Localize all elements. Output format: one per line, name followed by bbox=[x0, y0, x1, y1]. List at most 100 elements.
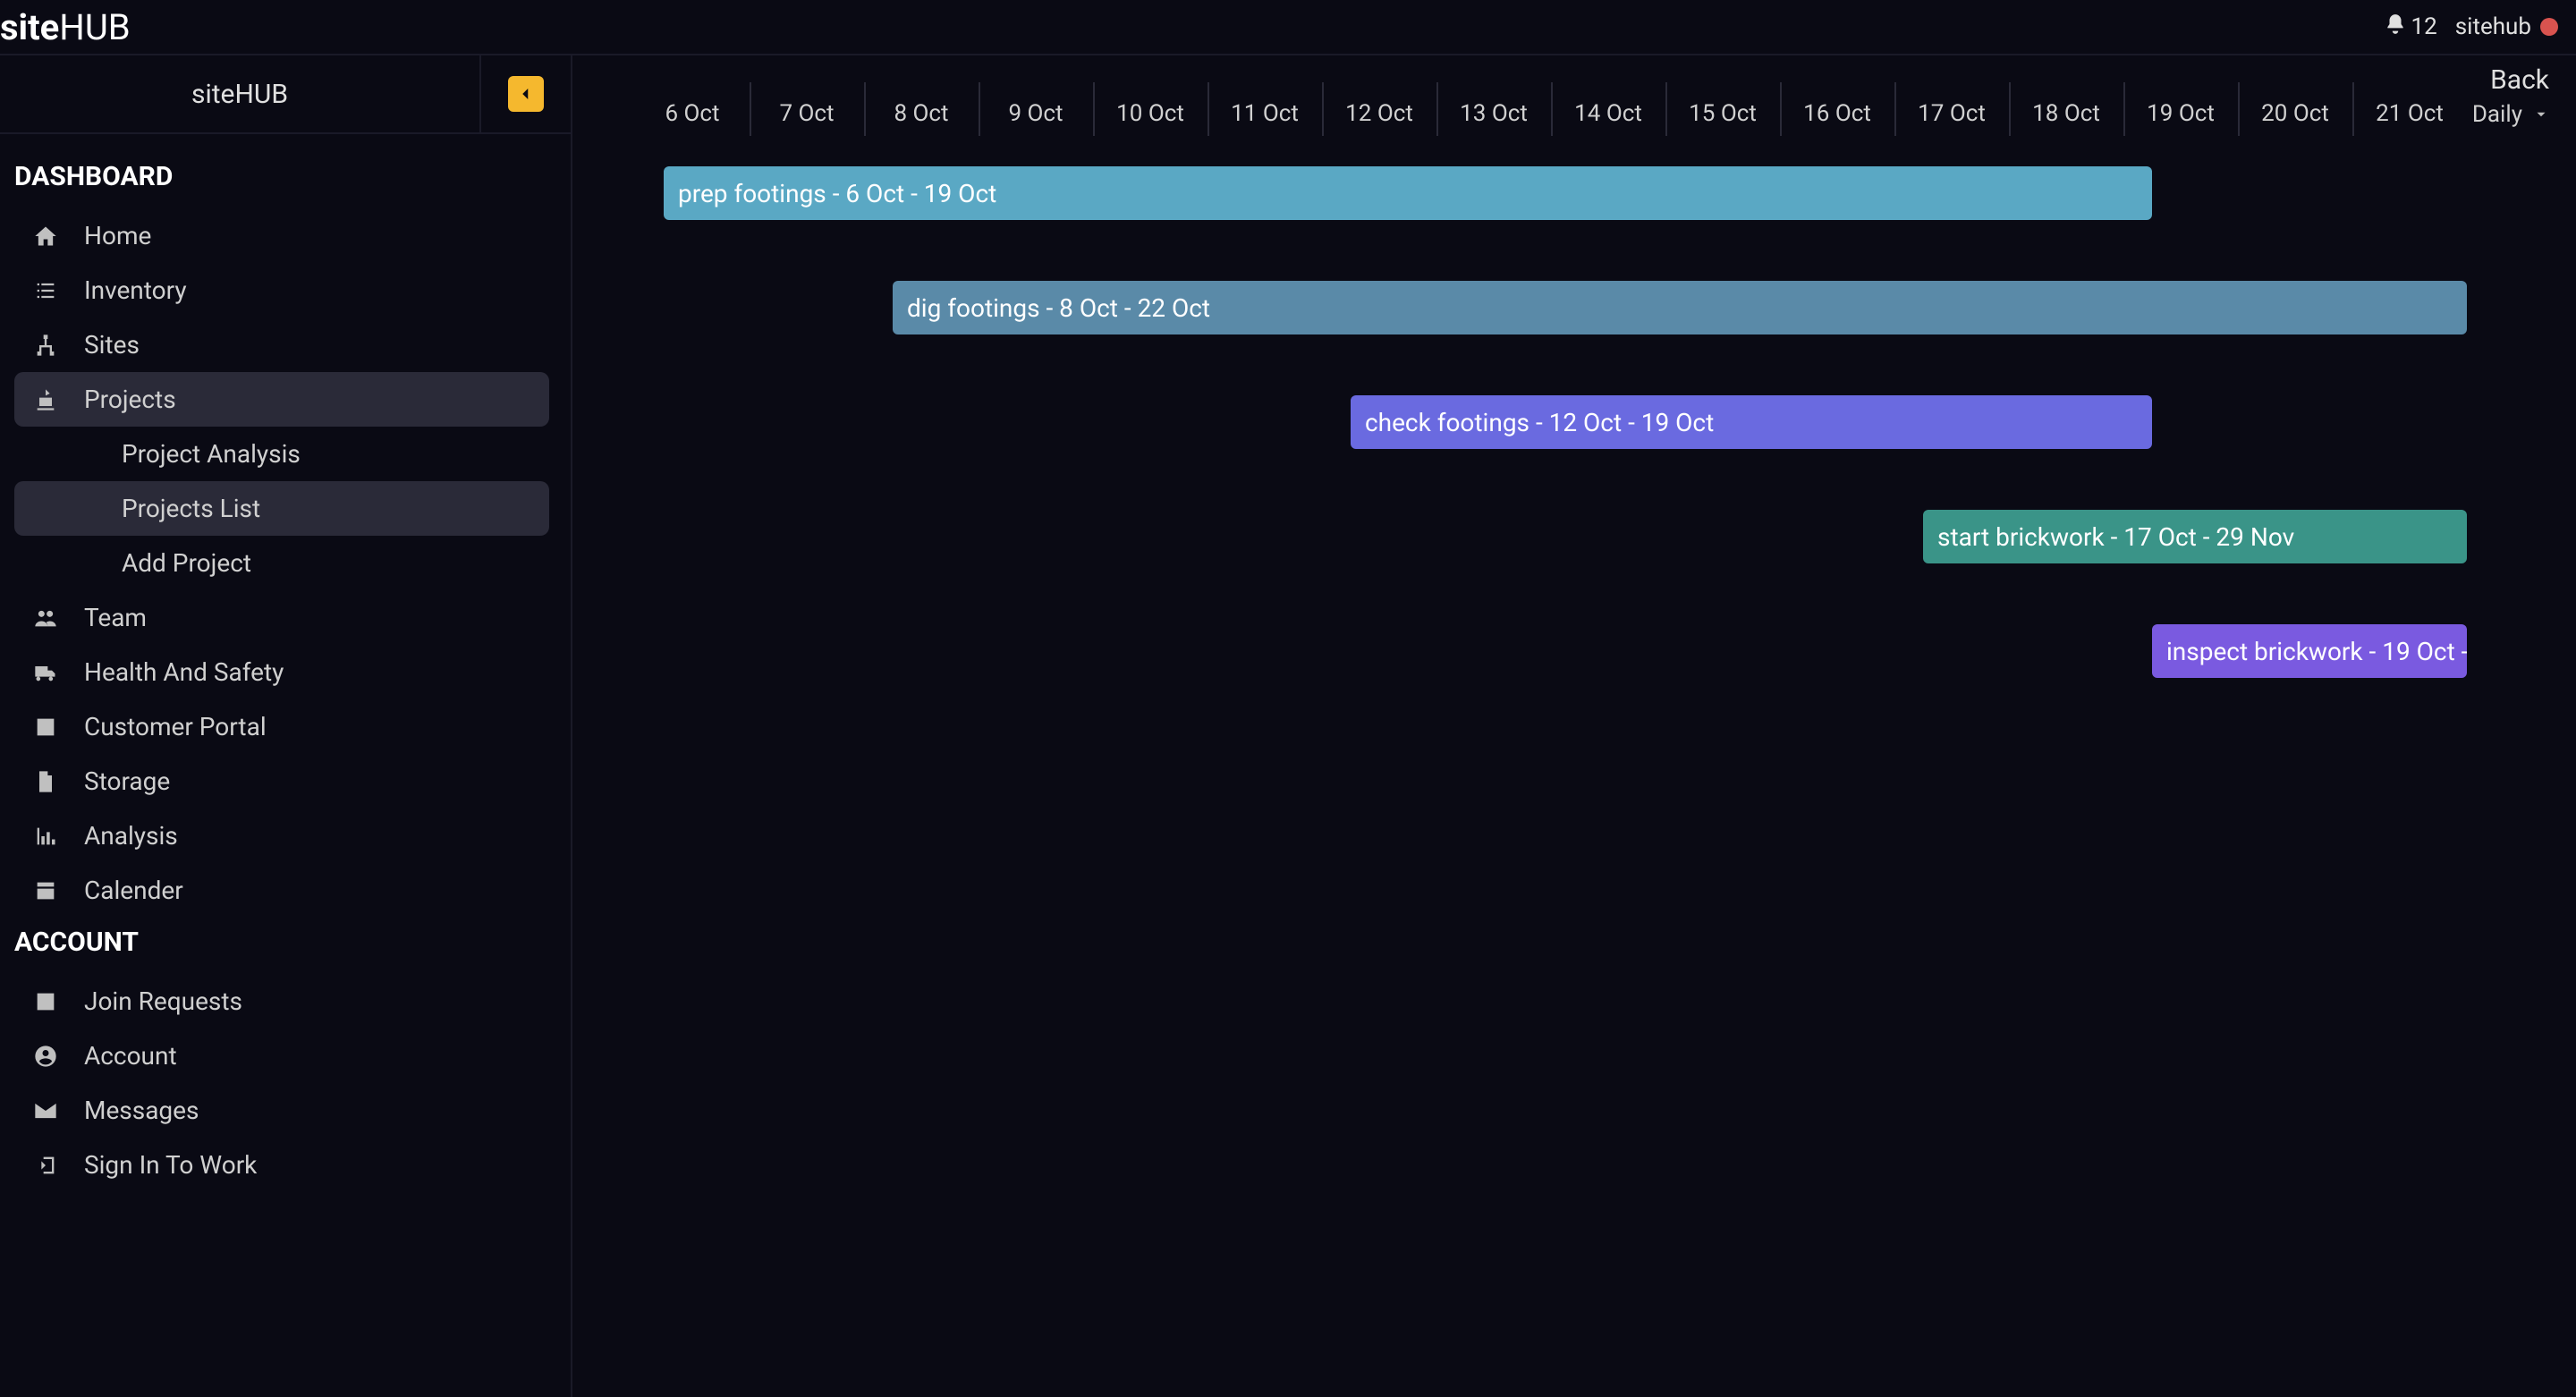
section-dashboard: DASHBOARD bbox=[14, 161, 549, 192]
signin-icon bbox=[32, 1153, 59, 1178]
gantt-gridline bbox=[2009, 82, 2011, 136]
users-icon bbox=[32, 605, 59, 631]
back-link[interactable]: Back bbox=[2490, 64, 2549, 96]
nav-join-requests[interactable]: Join Requests bbox=[14, 974, 549, 1029]
gantt-gridline bbox=[1208, 82, 1209, 136]
nav-sign-in-work[interactable]: Sign In To Work bbox=[14, 1138, 549, 1192]
nav-projects-label: Projects bbox=[84, 385, 176, 414]
username: sitehub bbox=[2455, 13, 2531, 40]
nav-project-analysis[interactable]: Project Analysis bbox=[14, 427, 549, 481]
gantt-gridline bbox=[864, 82, 866, 136]
gantt-date-label: 18 Oct bbox=[2032, 100, 2100, 127]
nav-account-label: Account bbox=[84, 1041, 177, 1071]
nav-projects[interactable]: Projects bbox=[14, 372, 549, 427]
gantt-gridline bbox=[1322, 82, 1324, 136]
app-logo: siteHUB bbox=[0, 6, 131, 48]
nav-analysis-label: Analysis bbox=[84, 821, 178, 851]
nav-storage[interactable]: Storage bbox=[14, 754, 549, 809]
nav-account[interactable]: Account bbox=[14, 1029, 549, 1083]
content-area: Back Daily 6 Oct7 Oct8 Oct9 Oct10 Oct11 … bbox=[572, 55, 2576, 1397]
nav-sign-in-work-label: Sign In To Work bbox=[84, 1150, 257, 1180]
nav-add-project[interactable]: Add Project bbox=[14, 536, 549, 590]
gantt-gridline bbox=[1665, 82, 1667, 136]
gantt-date-label: 9 Oct bbox=[1008, 100, 1063, 127]
nav-calender-label: Calender bbox=[84, 876, 183, 905]
nav-home[interactable]: Home bbox=[14, 208, 549, 263]
project-icon bbox=[32, 387, 59, 412]
gantt-gridline bbox=[1436, 82, 1438, 136]
gantt-date-label: 16 Oct bbox=[1803, 100, 1871, 127]
nav-sites[interactable]: Sites bbox=[14, 318, 549, 372]
gantt-date-label: 20 Oct bbox=[2261, 100, 2329, 127]
nav-team-label: Team bbox=[84, 603, 147, 632]
plus-square-icon bbox=[32, 989, 59, 1014]
gantt-gridline bbox=[1551, 82, 1553, 136]
nav-analysis[interactable]: Analysis bbox=[14, 809, 549, 863]
status-dot-icon bbox=[2540, 18, 2558, 36]
nav-home-label: Home bbox=[84, 221, 151, 250]
nav-customer-portal[interactable]: Customer Portal bbox=[14, 699, 549, 754]
nav-projects-list[interactable]: Projects List bbox=[14, 481, 549, 536]
user-menu[interactable]: sitehub bbox=[2455, 13, 2558, 40]
gantt-date-label: 17 Oct bbox=[1918, 100, 1986, 127]
nav-join-requests-label: Join Requests bbox=[84, 986, 242, 1016]
chart-icon bbox=[32, 824, 59, 849]
view-select[interactable]: Daily bbox=[2472, 101, 2549, 128]
nav-health-safety-label: Health And Safety bbox=[84, 657, 284, 687]
sitemap-icon bbox=[32, 333, 59, 358]
gantt-date-label: 21 Oct bbox=[2376, 100, 2444, 127]
calendar-icon bbox=[32, 878, 59, 903]
gantt-date-label: 6 Oct bbox=[665, 100, 719, 127]
gantt-gridline bbox=[1894, 82, 1896, 136]
gantt-task-bar[interactable]: inspect brickwork - 19 Oct - 29 Nov bbox=[2152, 624, 2467, 678]
gantt-gridline bbox=[979, 82, 980, 136]
gantt-gridline bbox=[2123, 82, 2125, 136]
envelope-icon bbox=[32, 1098, 59, 1123]
gantt-date-label: 15 Oct bbox=[1689, 100, 1757, 127]
gantt-body[interactable]: prep footings - 6 Oct - 19 Oct dig footin… bbox=[572, 145, 2576, 1397]
nav-messages[interactable]: Messages bbox=[14, 1083, 549, 1138]
logo-sub: HUB bbox=[59, 6, 130, 48]
nav-team[interactable]: Team bbox=[14, 590, 549, 645]
view-select-label: Daily bbox=[2472, 101, 2522, 128]
gantt-date-label: 8 Oct bbox=[894, 100, 948, 127]
gantt-task-bar[interactable]: start brickwork - 17 Oct - 29 Nov bbox=[1923, 510, 2467, 563]
truck-icon bbox=[32, 660, 59, 685]
gantt-chart: 6 Oct7 Oct8 Oct9 Oct10 Oct11 Oct12 Oct13… bbox=[572, 55, 2576, 1397]
gantt-date-label: 12 Oct bbox=[1345, 100, 1413, 127]
section-account: ACCOUNT bbox=[14, 927, 549, 958]
notifications[interactable]: 12 bbox=[2384, 13, 2436, 42]
nav-storage-label: Storage bbox=[84, 766, 170, 796]
topbar-right: 12 sitehub bbox=[2384, 13, 2558, 42]
nav-inventory[interactable]: Inventory bbox=[14, 263, 549, 318]
nav-calender[interactable]: Calender bbox=[14, 863, 549, 918]
nav-sites-label: Sites bbox=[84, 330, 140, 360]
gantt-gridline bbox=[750, 82, 751, 136]
nav-messages-label: Messages bbox=[84, 1096, 199, 1125]
home-icon bbox=[32, 224, 59, 249]
chevron-down-icon bbox=[2533, 106, 2549, 123]
gantt-date-label: 10 Oct bbox=[1116, 100, 1184, 127]
bell-icon bbox=[2384, 13, 2407, 42]
topbar: siteHUB 12 sitehub bbox=[0, 0, 2576, 55]
list-icon bbox=[32, 278, 59, 303]
gantt-task-bar[interactable]: check footings - 12 Oct - 19 Oct bbox=[1351, 395, 2152, 449]
sidebar: siteHUB DASHBOARD Home Inventory Sites bbox=[0, 55, 572, 1397]
gantt-header: 6 Oct7 Oct8 Oct9 Oct10 Oct11 Oct12 Oct13… bbox=[572, 55, 2576, 145]
nav-customer-portal-label: Customer Portal bbox=[84, 712, 267, 741]
logo-main: site bbox=[0, 6, 59, 48]
id-icon bbox=[32, 715, 59, 740]
gantt-date-label: 7 Oct bbox=[779, 100, 834, 127]
gantt-gridline bbox=[2352, 82, 2354, 136]
gantt-task-bar[interactable]: dig footings - 8 Oct - 22 Oct bbox=[893, 281, 2467, 334]
gantt-task-bar[interactable]: prep footings - 6 Oct - 19 Oct bbox=[664, 166, 2152, 220]
nav-inventory-label: Inventory bbox=[84, 275, 187, 305]
nav-health-safety[interactable]: Health And Safety bbox=[14, 645, 549, 699]
gantt-date-label: 13 Oct bbox=[1460, 100, 1528, 127]
sidebar-title: siteHUB bbox=[0, 55, 481, 132]
notif-count: 12 bbox=[2411, 13, 2436, 40]
gantt-gridline bbox=[2238, 82, 2240, 136]
caret-left-icon bbox=[518, 86, 534, 102]
sidebar-header: siteHUB bbox=[0, 55, 571, 134]
sidebar-collapse-button[interactable] bbox=[481, 55, 571, 132]
